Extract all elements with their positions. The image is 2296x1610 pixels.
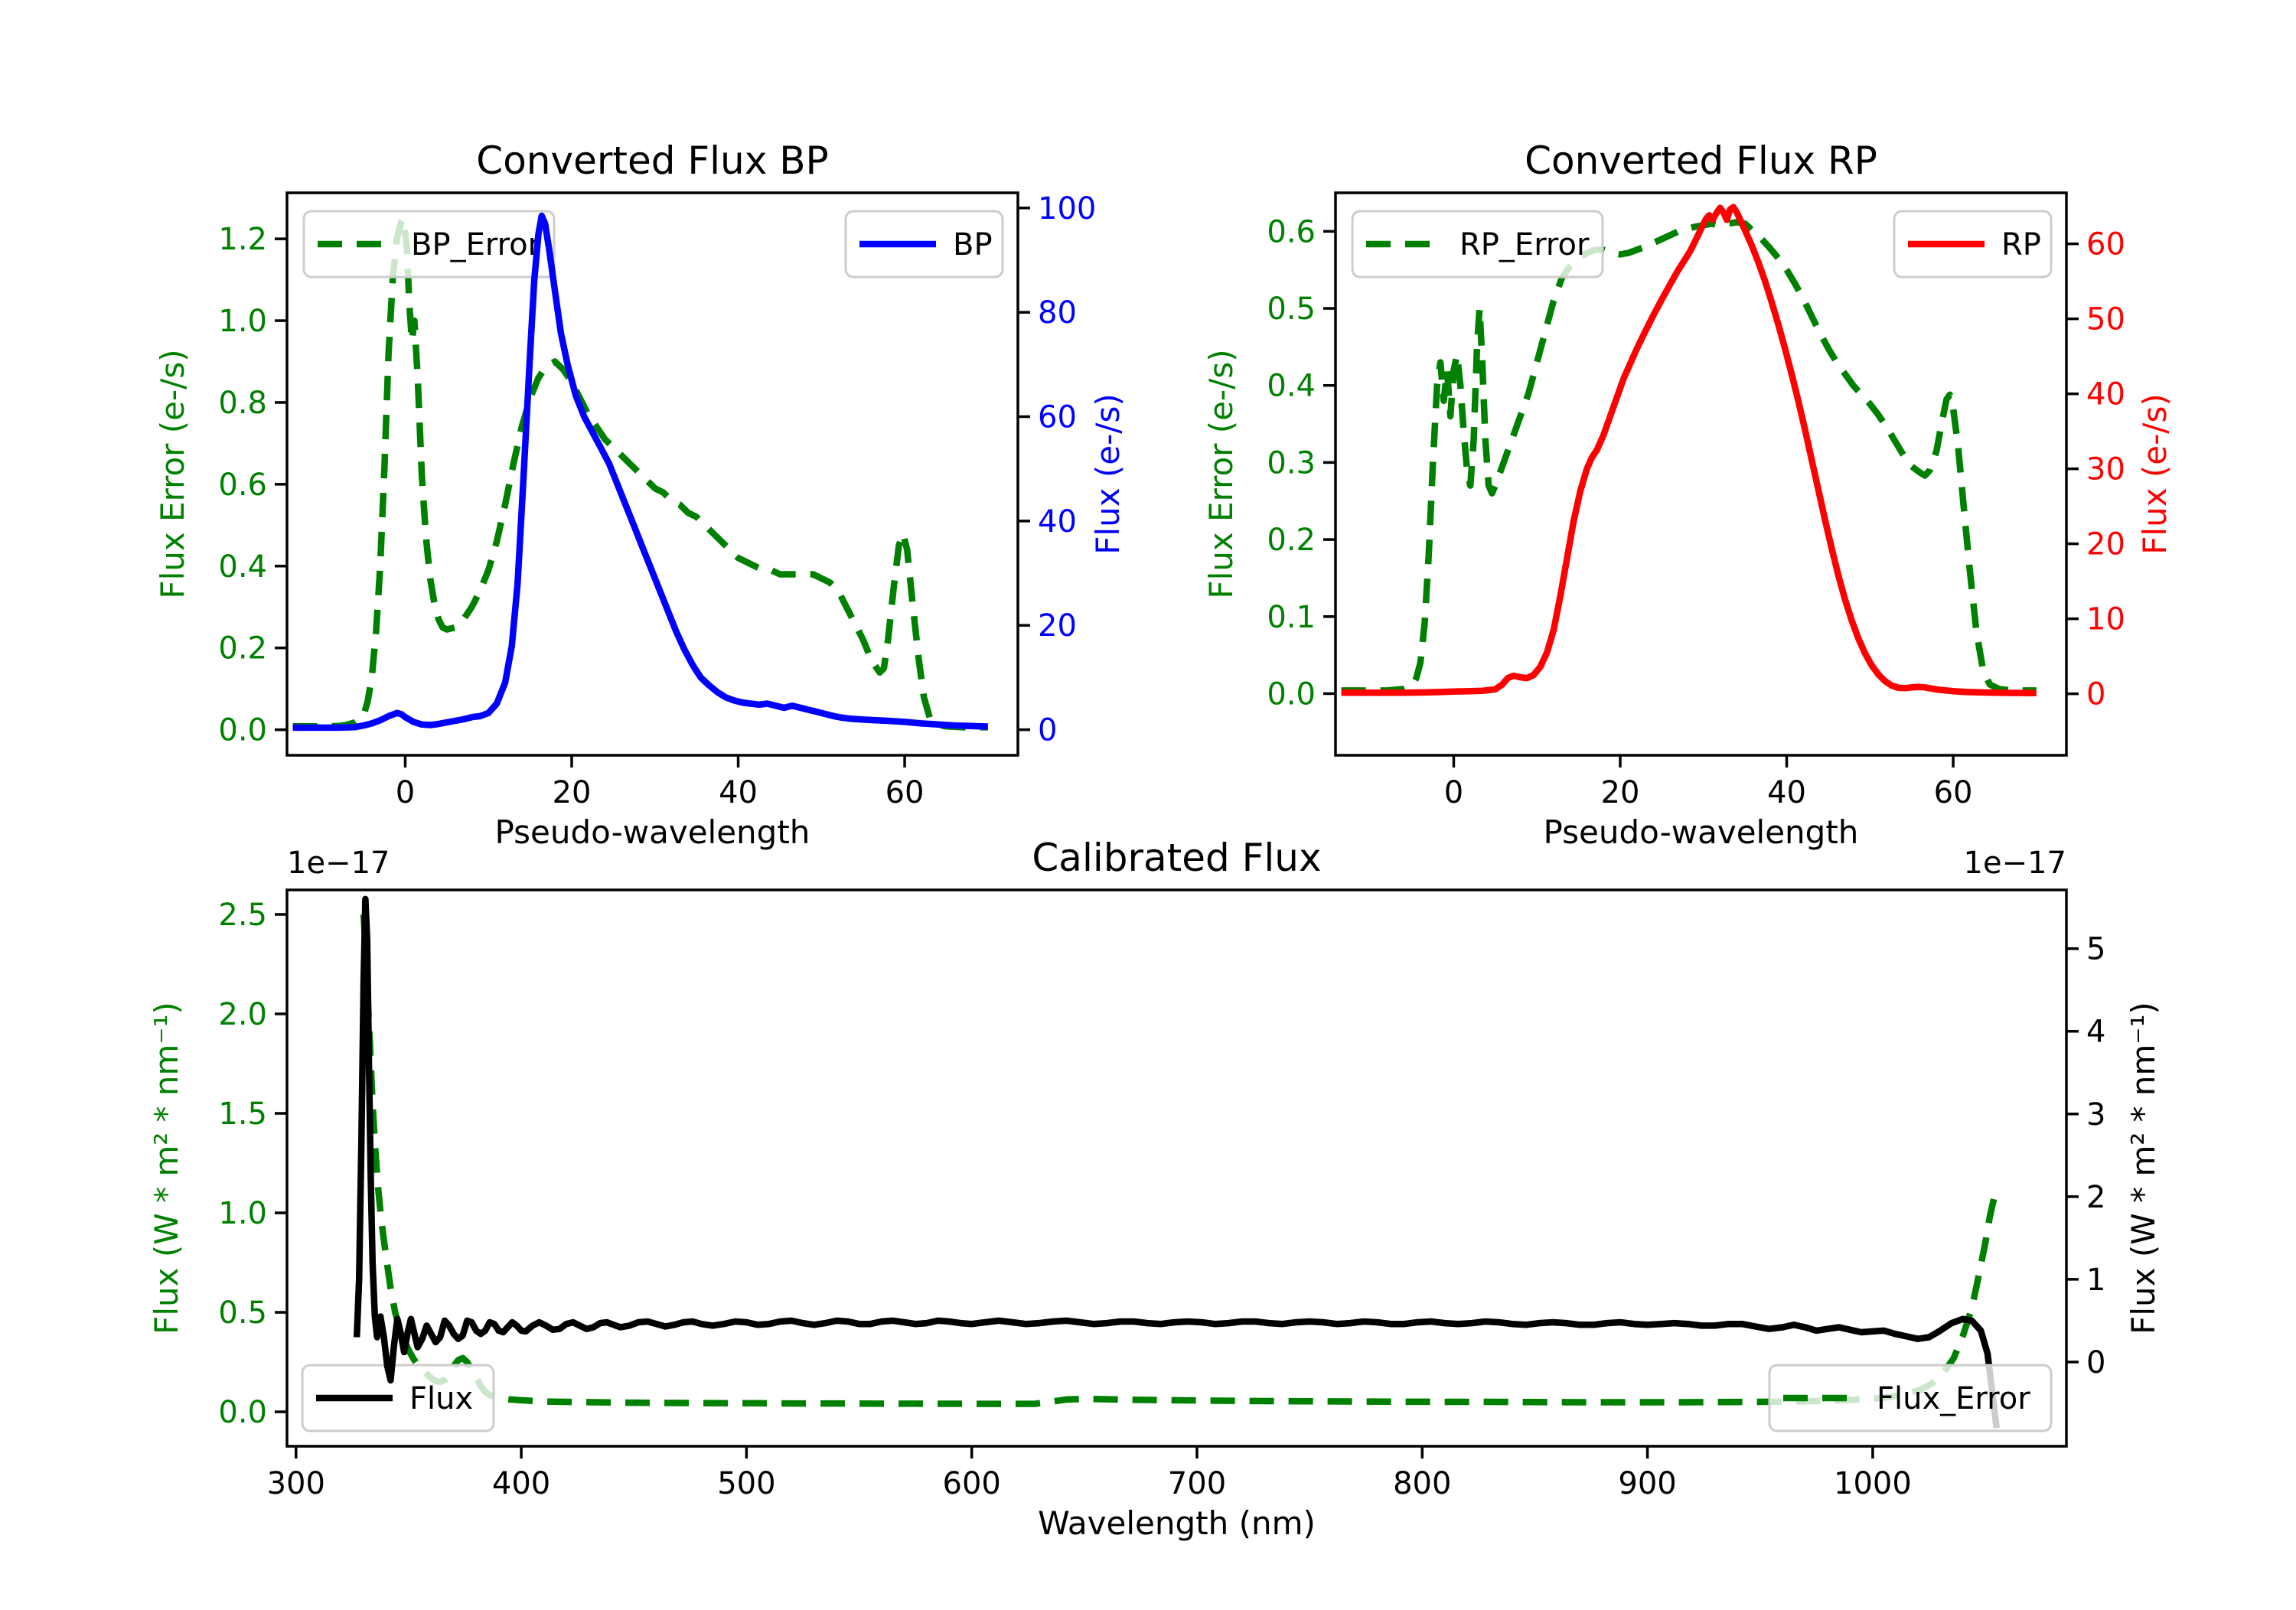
- legend-BP_Error: BP_Error: [302, 210, 556, 279]
- left-tick-label: 0.0: [1267, 676, 1316, 712]
- left-axis-label: Flux Error (e-/s): [1202, 349, 1240, 598]
- x-tick-label: 800: [1393, 1466, 1451, 1501]
- x-tick-label: 40: [1767, 775, 1806, 810]
- right-tick-label: 60: [2086, 227, 2125, 262]
- left-tick-label: 0.0: [218, 1395, 267, 1430]
- series-RP: [1341, 204, 2037, 696]
- right-tick-label: 4: [2086, 1015, 2105, 1050]
- series-RP_Error: [1341, 219, 2037, 694]
- legend-label: Flux: [409, 1381, 473, 1416]
- axes-spines: [285, 888, 2068, 1448]
- x-tick-label: 400: [492, 1466, 550, 1501]
- right-tick-label: 50: [2086, 302, 2125, 337]
- x-tick-label: 0: [1444, 775, 1463, 810]
- axes-spines: [1334, 191, 2068, 757]
- right-tick-label: 3: [2086, 1097, 2105, 1133]
- legend-RP_Error: RP_Error: [1351, 210, 1604, 279]
- left-tick-label: 2.0: [218, 997, 267, 1032]
- right-tick-label: 0: [2086, 677, 2105, 712]
- right-tick-label: 80: [1038, 295, 1077, 331]
- legend-box: [1351, 210, 1604, 279]
- right-tick-label: 10: [2086, 602, 2125, 637]
- legend-box: [1768, 1364, 2053, 1432]
- left-tick-label: 1.0: [218, 304, 267, 339]
- left-tick-label: 1.5: [218, 1097, 267, 1132]
- legend-RP: RP: [1893, 210, 2053, 279]
- chart-2: Calibrated Flux Wavelength (nm) 300 400 500 6…: [148, 836, 2162, 1542]
- chart-title: Converted Flux BP: [476, 139, 828, 183]
- right-axis-label: Flux (W * m² * nm⁻¹): [2125, 1002, 2162, 1335]
- series-Flux: [353, 895, 2001, 1429]
- right-tick-label: 1: [2086, 1263, 2105, 1298]
- x-tick-label: 700: [1168, 1466, 1226, 1501]
- legend-label: BP_Error: [411, 227, 541, 262]
- left-tick-label: 0.1: [1267, 600, 1316, 635]
- x-tick-label: 20: [553, 775, 592, 810]
- left-tick-label: 0.2: [1267, 523, 1316, 558]
- right-tick-label: 40: [1038, 504, 1077, 539]
- right-axis-label: Flux (e-/s): [1089, 393, 1127, 554]
- legend-box: [301, 1364, 495, 1432]
- x-tick-label: 60: [1934, 775, 1973, 810]
- x-tick-label: 20: [1601, 775, 1640, 810]
- legend-Flux_Error: Flux_Error: [1768, 1364, 2053, 1432]
- x-tick-label: 300: [267, 1466, 325, 1501]
- left-tick-label: 2.5: [218, 898, 267, 933]
- x-tick-label: 40: [719, 775, 758, 810]
- left-axis-offset: 1e−17: [287, 846, 390, 881]
- right-tick-label: 20: [2086, 527, 2125, 562]
- right-axis-offset: 1e−17: [1964, 846, 2066, 881]
- chart-0: Converted Flux BP Pseudo-wavelength 0 20 40 6…: [154, 139, 1127, 851]
- x-tick-label: 900: [1618, 1466, 1676, 1501]
- left-tick-label: 0.5: [1267, 292, 1316, 327]
- left-tick-label: 0.4: [1267, 369, 1316, 404]
- x-tick-label: 60: [885, 775, 925, 810]
- right-tick-label: 30: [2086, 452, 2125, 487]
- left-axis-label: Flux (W * m² * nm⁻¹): [148, 1002, 185, 1335]
- left-tick-label: 0.8: [218, 386, 267, 421]
- legend-Flux: Flux: [301, 1364, 495, 1432]
- right-tick-label: 0: [2086, 1345, 2105, 1380]
- left-tick-label: 0.6: [1267, 214, 1316, 249]
- right-tick-label: 20: [1038, 608, 1077, 644]
- left-tick-label: 1.2: [218, 222, 267, 257]
- right-tick-label: 60: [1038, 400, 1077, 435]
- legend-BP: BP: [844, 210, 1004, 279]
- right-tick-label: 2: [2086, 1180, 2105, 1215]
- left-tick-label: 0.3: [1267, 445, 1316, 481]
- legend-label: RP_Error: [1459, 227, 1590, 262]
- right-tick-label: 100: [1038, 191, 1096, 227]
- left-tick-label: 0.4: [218, 549, 267, 585]
- x-tick-label: 600: [943, 1466, 1001, 1501]
- chart-title: Calibrated Flux: [1032, 836, 1321, 880]
- x-axis-label: Pseudo-wavelength: [1544, 813, 1859, 851]
- right-tick-label: 5: [2086, 932, 2105, 967]
- right-tick-label: 0: [1038, 713, 1057, 748]
- series-Flux_Error: [360, 914, 1998, 1407]
- left-tick-label: 0.2: [218, 631, 267, 666]
- axes-spines: [285, 191, 1019, 757]
- right-axis-label: Flux (e-/s): [2136, 393, 2174, 554]
- x-tick-label: 0: [396, 775, 415, 810]
- chart-1: Converted Flux RP Pseudo-wavelength 0 20 40 6…: [1202, 139, 2174, 851]
- left-tick-label: 0.0: [218, 713, 267, 748]
- x-tick-label: 500: [717, 1466, 775, 1501]
- x-tick-label: 1000: [1834, 1466, 1912, 1501]
- left-tick-label: 0.5: [218, 1295, 267, 1331]
- legend-label: Flux_Error: [1877, 1381, 2030, 1416]
- left-tick-label: 1.0: [218, 1196, 267, 1231]
- legend-label: RP: [2001, 227, 2041, 262]
- right-tick-label: 40: [2086, 377, 2125, 412]
- chart-title: Converted Flux RP: [1525, 139, 1877, 183]
- legend-box: [302, 210, 556, 279]
- x-axis-label: Pseudo-wavelength: [495, 813, 810, 851]
- x-axis-label: Wavelength (nm): [1038, 1504, 1316, 1542]
- left-axis-label: Flux Error (e-/s): [154, 349, 191, 598]
- left-tick-label: 0.6: [218, 468, 267, 503]
- legend-label: BP: [953, 227, 993, 262]
- series-BP: [292, 212, 988, 732]
